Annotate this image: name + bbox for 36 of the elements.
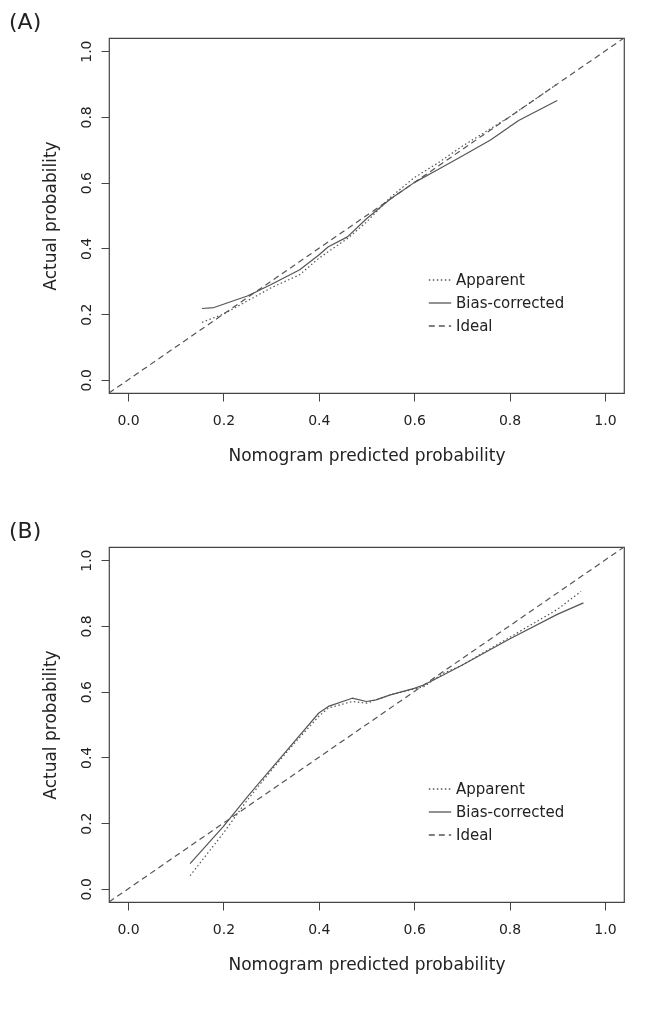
x-tick-label: 0.0 (117, 411, 140, 428)
y-tick-label: 0.2 (77, 812, 94, 835)
y-axis-title: Actual probability (39, 650, 60, 800)
y-tick-label: 0.4 (77, 746, 94, 769)
x-tick-label: 0.6 (403, 920, 426, 937)
x-tick-label: 1.0 (594, 920, 617, 937)
legend-label: Apparent (456, 780, 526, 798)
x-tick-label: 0.2 (212, 920, 236, 937)
y-tick-label: 0.2 (77, 303, 94, 326)
x-tick-label: 0.6 (403, 411, 426, 428)
y-tick-label: 0.8 (77, 615, 94, 638)
y-tick-label: 1.0 (77, 40, 94, 63)
y-tick-label: 0.6 (77, 171, 94, 195)
x-tick-label: 0.0 (117, 920, 140, 937)
legend-label: Ideal (456, 317, 493, 335)
y-tick-label: 0.4 (77, 237, 94, 260)
legend-label: Apparent (456, 271, 526, 289)
x-tick-label: 0.4 (308, 411, 331, 428)
chart-title: (B) (9, 518, 42, 543)
y-tick-label: 0.0 (77, 369, 94, 392)
x-tick-label: 0.2 (212, 411, 236, 428)
legend-label: Bias-corrected (456, 803, 565, 821)
x-tick-label: 0.8 (498, 411, 522, 428)
y-tick-label: 1.0 (77, 549, 94, 572)
y-tick-label: 0.6 (77, 680, 94, 704)
y-axis-title: Actual probability (39, 141, 60, 291)
legend-label: Ideal (456, 826, 493, 844)
x-axis-title: Nomogram predicted probability (228, 953, 506, 974)
x-tick-label: 0.4 (308, 920, 331, 937)
legend-label: Bias-corrected (456, 294, 565, 312)
x-axis-title: Nomogram predicted probability (228, 444, 506, 465)
y-tick-label: 0.8 (77, 106, 94, 129)
x-tick-label: 0.8 (498, 920, 522, 937)
chart-title: (A) (9, 9, 42, 34)
x-tick-label: 1.0 (594, 411, 617, 428)
y-tick-label: 0.0 (77, 878, 94, 901)
